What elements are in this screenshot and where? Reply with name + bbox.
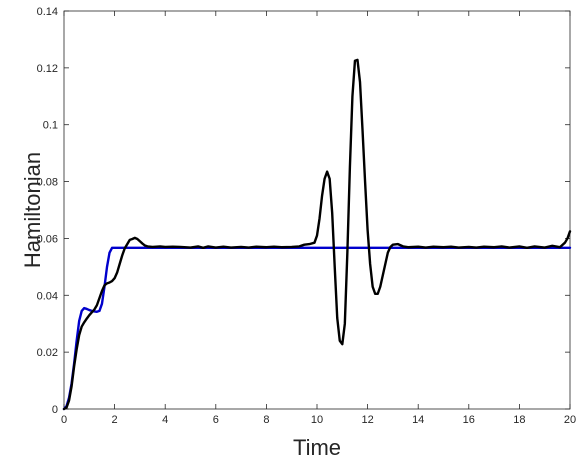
y-tick-label: 0	[52, 404, 58, 416]
y-axis-ticks: 0 0.02 0.04 0.06 0.08 0.1 0.12 0.14	[37, 6, 570, 416]
y-tick-label: 0.14	[37, 6, 58, 18]
x-tick-label: 0	[61, 414, 67, 426]
y-tick-label: 0.1	[43, 120, 58, 132]
x-tick-label: 12	[361, 414, 373, 426]
y-tick-label: 0.12	[37, 63, 58, 75]
x-tick-label: 20	[564, 414, 576, 426]
x-tick-label: 4	[162, 414, 168, 426]
x-axis-label: Time	[293, 435, 341, 460]
x-tick-label: 2	[112, 414, 118, 426]
y-tick-label: 0.06	[37, 233, 58, 245]
x-tick-label: 10	[311, 414, 323, 426]
x-tick-label: 18	[513, 414, 525, 426]
series-line-2	[62, 58, 572, 411]
x-tick-label: 16	[463, 414, 475, 426]
x-tick-label: 6	[213, 414, 219, 426]
plot-area	[63, 10, 571, 410]
x-axis-ticks: 0 2 4 6 8 10 12 14 16 18 20	[61, 11, 576, 426]
x-tick-label: 14	[412, 414, 424, 426]
x-tick-label: 8	[263, 414, 269, 426]
y-tick-label: 0.08	[37, 177, 58, 189]
y-tick-label: 0.04	[37, 290, 58, 302]
y-axis-label: Hamiltonian	[20, 152, 45, 268]
y-tick-label: 0.02	[37, 347, 58, 359]
series-layer	[62, 58, 572, 411]
